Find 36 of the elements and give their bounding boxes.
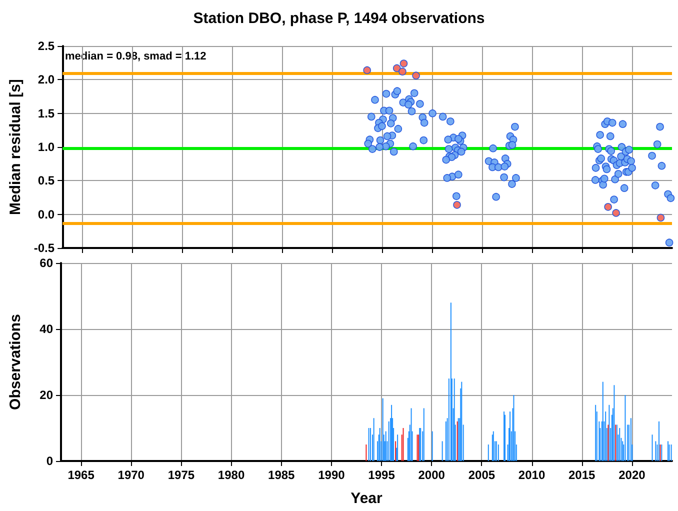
x-tick-label: 1975 xyxy=(168,468,195,482)
y-tick-label: 1.0 xyxy=(38,140,55,154)
x-tick-label: 2005 xyxy=(468,468,496,482)
y-tick-label: 2.5 xyxy=(38,39,55,53)
point xyxy=(412,72,420,80)
x-tick-label: 2000 xyxy=(418,468,446,482)
x-tick-label: 2020 xyxy=(618,468,646,482)
x-tick-label: 1970 xyxy=(118,468,145,482)
y-tick-label: 0.0 xyxy=(38,207,55,222)
y-tick-label: 40 xyxy=(40,322,54,336)
x-tick-label: 1965 xyxy=(68,468,95,482)
y-tick-label: 0.5 xyxy=(38,174,55,188)
x-tick-label: 1995 xyxy=(368,468,396,482)
y-axis-title: Observations xyxy=(7,314,24,410)
x-tick-label: 1985 xyxy=(268,468,296,482)
y-tick-label: 2.0 xyxy=(38,72,55,87)
x-tick-label: 1990 xyxy=(318,468,346,482)
y-tick-label: -0.5 xyxy=(34,241,55,255)
point xyxy=(612,209,620,217)
point xyxy=(453,201,461,209)
point xyxy=(604,203,612,211)
x-tick-label: 1980 xyxy=(218,468,245,482)
y-tick-label: 0 xyxy=(46,454,54,468)
x-axis-title: Year xyxy=(350,490,383,507)
y-tick-label: 1.5 xyxy=(38,106,55,120)
point xyxy=(363,66,371,74)
x-tick-label: 2015 xyxy=(568,468,596,482)
x-tick-label: 2010 xyxy=(518,468,546,482)
y-tick-label: 60 xyxy=(40,256,54,270)
point xyxy=(400,60,408,68)
y-tick-label: 20 xyxy=(40,388,54,402)
chart-title: Station DBO, phase P, 1494 observations xyxy=(193,10,485,27)
point xyxy=(656,214,665,222)
point xyxy=(398,68,406,76)
point xyxy=(392,64,401,72)
y-axis-title: Median residual [s] xyxy=(7,79,24,215)
